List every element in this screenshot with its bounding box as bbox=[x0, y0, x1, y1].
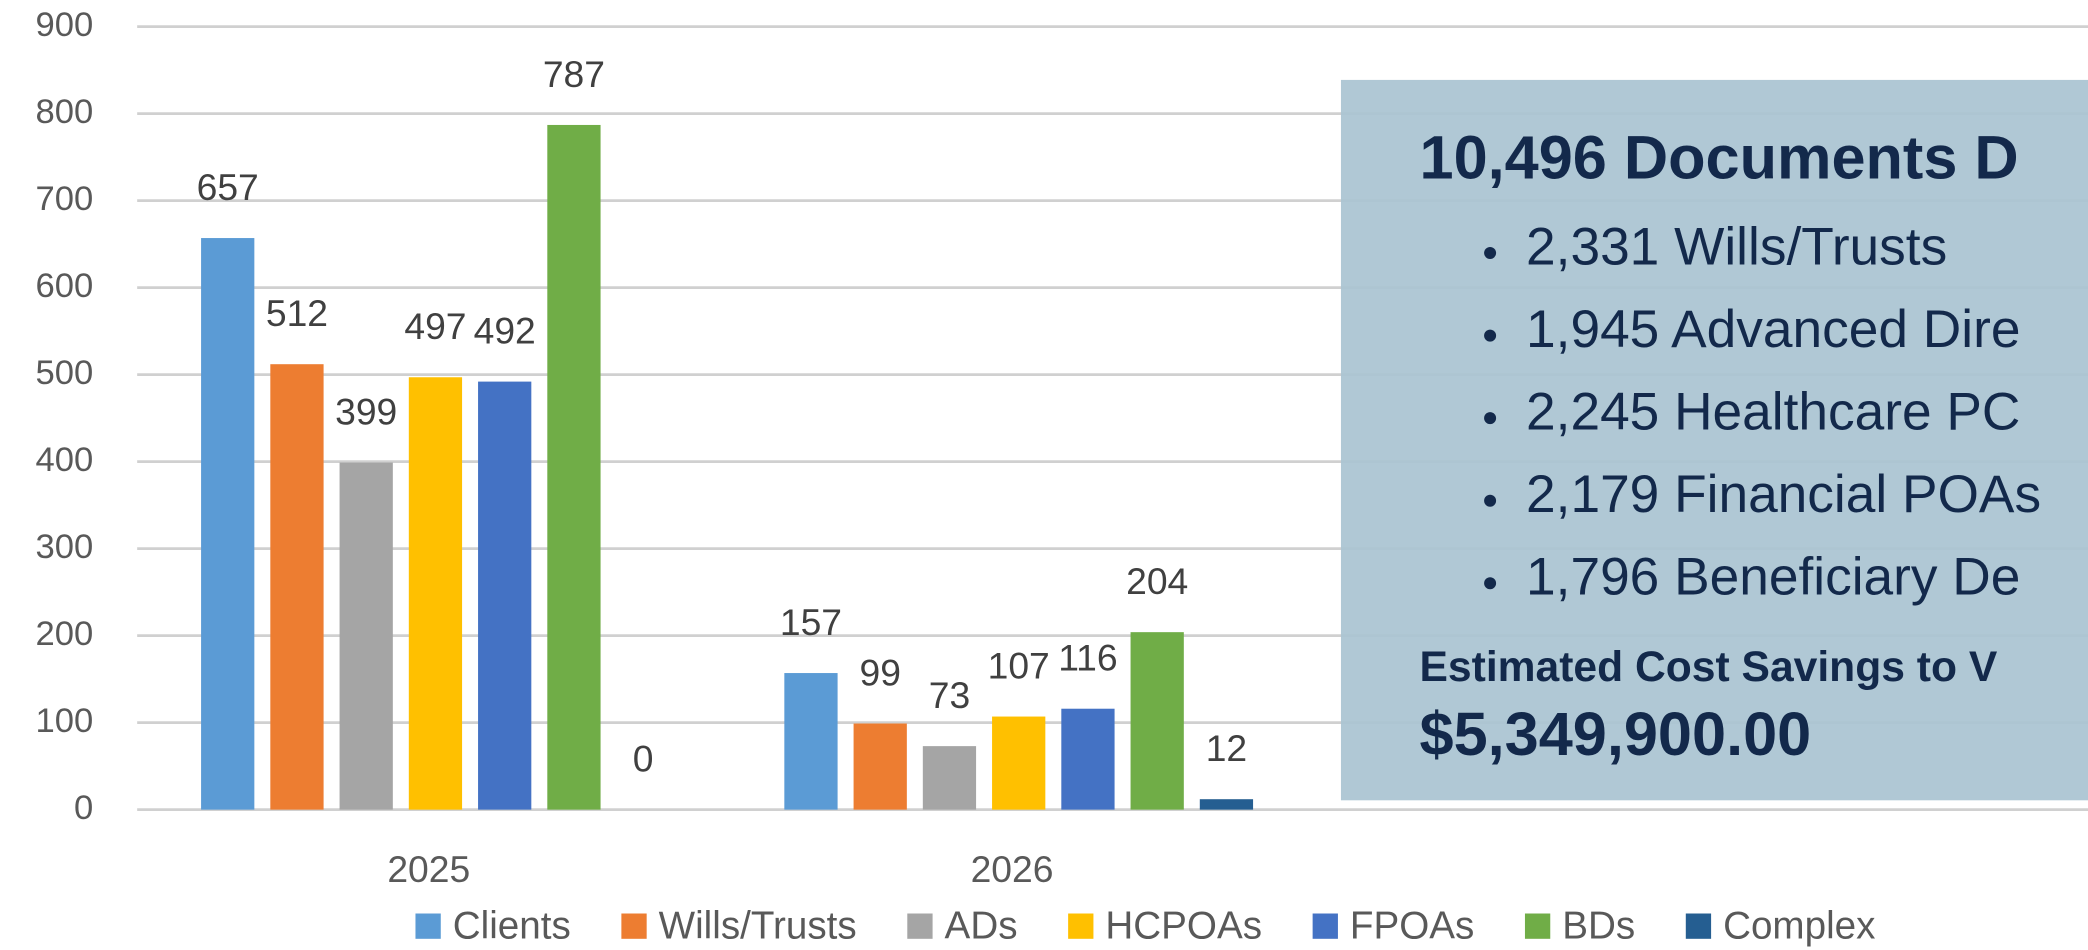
y-tick-label: 800 bbox=[35, 93, 93, 131]
callout-bullet: 2,179 Financial POAs bbox=[1526, 465, 2041, 524]
savings-label: Estimated Cost Savings to V bbox=[1420, 643, 1998, 691]
legend-label: HCPOAs bbox=[1105, 904, 1262, 947]
x-tick-label: 2025 bbox=[387, 848, 470, 890]
y-tick-label: 500 bbox=[35, 354, 93, 392]
bar bbox=[270, 364, 324, 810]
bar bbox=[1061, 708, 1115, 810]
bar bbox=[853, 723, 907, 810]
data-label: 12 bbox=[1206, 727, 1247, 769]
bar bbox=[922, 746, 977, 810]
bar bbox=[478, 381, 532, 810]
callout-bullet: 2,331 Wills/Trusts bbox=[1526, 217, 1947, 276]
bullet-dot bbox=[1484, 494, 1497, 507]
legend-label: BDs bbox=[1562, 904, 1635, 947]
y-tick-label: 100 bbox=[35, 702, 93, 740]
callout-title: 10,496 Documents D bbox=[1420, 124, 2019, 192]
callout-bullet: 1,796 Beneficiary De bbox=[1526, 548, 2020, 607]
legend-swatch bbox=[907, 913, 933, 939]
callout-box bbox=[1340, 79, 2088, 801]
data-label: 512 bbox=[266, 292, 328, 334]
savings-value: $5,349,900.00 bbox=[1420, 700, 1812, 768]
y-tick-label: 0 bbox=[74, 789, 93, 827]
data-label: 157 bbox=[780, 601, 842, 643]
bar bbox=[201, 238, 255, 810]
bullet-dot bbox=[1484, 577, 1497, 590]
data-label: 0 bbox=[633, 738, 654, 780]
data-label: 657 bbox=[197, 166, 259, 208]
legend-label: ADs bbox=[945, 904, 1018, 947]
legend-label: Wills/Trusts bbox=[659, 904, 857, 947]
y-tick-label: 900 bbox=[35, 6, 93, 44]
x-tick-label: 2026 bbox=[971, 848, 1054, 890]
bar bbox=[1199, 799, 1254, 810]
legend-label: FPOAs bbox=[1350, 904, 1474, 947]
y-tick-label: 200 bbox=[35, 615, 93, 653]
bullet-dot bbox=[1484, 247, 1497, 260]
legend-swatch bbox=[1312, 913, 1338, 939]
data-label: 399 bbox=[335, 390, 397, 432]
bar bbox=[784, 673, 838, 810]
data-label: 99 bbox=[859, 651, 900, 693]
y-tick-label: 600 bbox=[35, 267, 93, 305]
legend-swatch bbox=[415, 913, 441, 939]
bar bbox=[992, 716, 1046, 810]
legend-label: Complex bbox=[1723, 904, 1875, 947]
legend-swatch bbox=[1524, 913, 1551, 939]
y-tick-label: 300 bbox=[35, 528, 93, 566]
data-label: 787 bbox=[543, 53, 605, 95]
data-label: 116 bbox=[1058, 637, 1117, 679]
legend-swatch bbox=[621, 913, 647, 939]
bar bbox=[339, 462, 393, 810]
legend-swatch bbox=[1685, 913, 1712, 939]
y-tick-label: 700 bbox=[35, 180, 93, 218]
callout-bullet: 1,945 Advanced Dire bbox=[1526, 300, 2020, 359]
legend-label: Clients bbox=[453, 904, 571, 947]
bar bbox=[408, 377, 463, 810]
data-label: 107 bbox=[988, 644, 1050, 686]
callout-bullet: 2,245 Healthcare PC bbox=[1526, 383, 2020, 442]
bullet-dot bbox=[1484, 412, 1497, 425]
data-label: 492 bbox=[474, 310, 536, 352]
bar bbox=[1130, 632, 1184, 810]
data-label: 497 bbox=[404, 305, 466, 347]
data-label: 204 bbox=[1126, 560, 1188, 602]
legend-swatch bbox=[1068, 913, 1094, 939]
data-label: 73 bbox=[929, 674, 970, 716]
bullet-dot bbox=[1484, 329, 1497, 342]
y-tick-label: 400 bbox=[35, 441, 93, 479]
bar bbox=[547, 124, 601, 810]
